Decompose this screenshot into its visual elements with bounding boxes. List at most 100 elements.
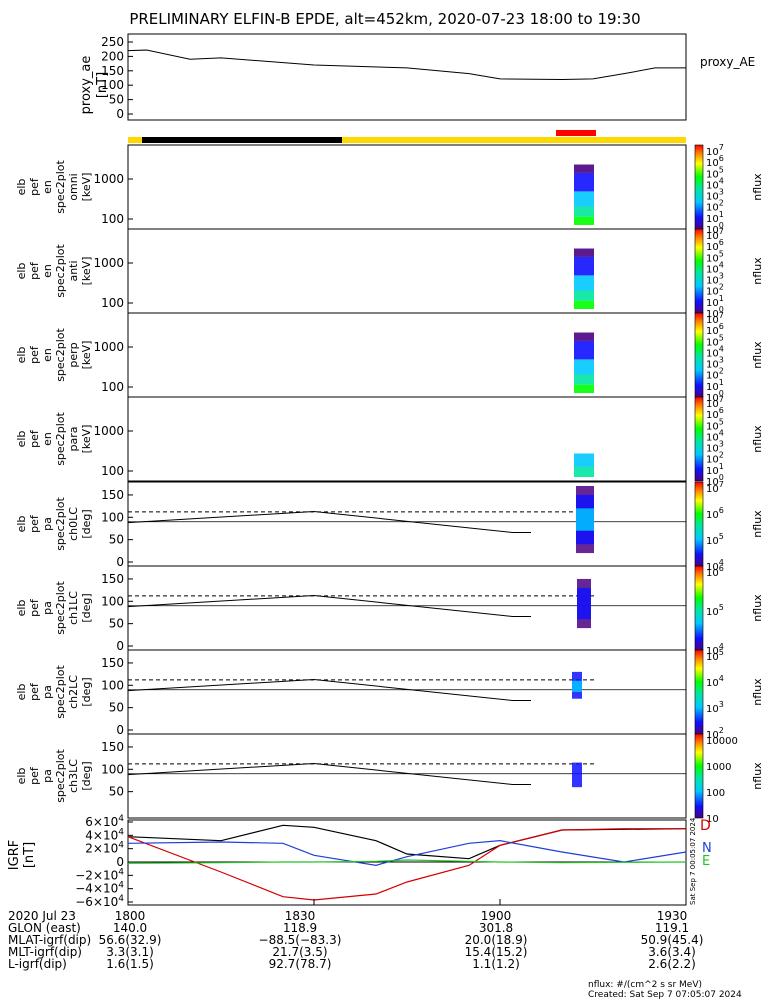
colorbar-tick-exponent: 5 [719,603,724,612]
pa-ylabel: ch1LC [67,591,80,625]
colorbar-tick-exponent: 2 [719,726,724,735]
igrf-ytick-label: −4×104 [75,881,124,896]
colorbar-tick-label: 1000 [706,762,731,773]
spec-ylabel: [keV] [80,425,93,454]
flux-patch [574,191,594,207]
footer-row-value: 21.7(3.5) [272,945,327,959]
pa-ylabel: elb [15,684,28,701]
footer-row-value: 15.4(15.2) [465,945,528,959]
colorbar-unit: nflux [751,257,764,285]
ytick-label: 100 [101,380,124,394]
plot-title: PRELIMINARY ELFIN-B EPDE, alt=452km, 202… [129,10,640,28]
spec-ylabel: spec2plot [54,160,67,214]
footer-row-value: 2.6(2.2) [648,957,696,971]
colorbar-gradient [694,312,704,398]
colorbar-unit: nflux [751,425,764,453]
colorbar-tick-exponent: 4 [719,344,724,353]
footer-row-label: GLON (east) [8,921,81,935]
colorbar-8: 10000 1000 100 10 nflux [694,733,764,825]
colorbar-tick-exponent: 7 [719,395,724,404]
colorbar-tick-label: 105 [706,603,724,618]
footer-row-value: 1900 [481,909,512,923]
eclipse-bar [142,137,342,143]
spec-ylabel: [keV] [80,173,93,202]
energy-spectrogram-panel-4: 1000 100 elb pef en spec2plot para [keV] [15,396,687,482]
igrf-ytick-exponent: 4 [118,841,124,851]
colorbar-tick-exponent: 6 [719,154,724,163]
colorbar-unit: nflux [751,594,764,622]
igrf-ytick-label: 2×104 [85,841,124,856]
colorbar-tick-exponent: 0 [719,305,724,314]
igrf-ytick-exponent: 4 [118,814,124,824]
colorbar-tick-exponent: 2 [719,199,724,208]
colorbar-tick-exponent: 5 [719,648,724,657]
footer-row-value: 92.7(78.7) [269,957,332,971]
pa-ylabel: ch0LC [67,507,80,541]
footer-row-value: 118.9 [283,921,317,935]
footer-row-label: L-igrf(dip) [8,957,67,971]
flux-patch [574,216,594,225]
colorbar-gradient [694,649,704,735]
pa-ylabel: pef [28,766,41,785]
colorbar-tick-exponent: 6 [719,238,724,247]
ytick-label: 100 [101,594,124,608]
igrf-stamp: Sat Sep 7 00:05:07 2024 [689,817,697,905]
ae-ytick-label: 0 [116,107,124,121]
footer-row-value: −88.5(−83.3) [259,933,342,947]
spec-ylabel: [keV] [80,341,93,370]
panel-frame [127,144,687,230]
spec-ylabel: en [41,348,54,362]
spec-ylabel: en [41,264,54,278]
spec-ylabel: spec2plot [54,328,67,382]
colorbar-tick-exponent: 3 [719,272,724,281]
colorbar-tick-exponent: 6 [719,406,724,415]
colorbar-tick-exponent: 2 [719,367,724,376]
footer-row-label: MLT-igrf(dip) [8,945,82,959]
ae-ylabel-2: [nT] [95,72,110,98]
spec-ylabel: elb [15,431,28,448]
igrf-ytick-label: −2×104 [75,867,124,882]
flux-patch [574,340,594,360]
pa-ylabel: ch3LC [67,759,80,793]
colorbar-tick-label: 10000 [706,736,738,747]
pa-ylabel: [deg] [80,677,93,706]
colorbar-tick-exponent: 7 [719,311,724,320]
colorbar-tick-exponent: 7 [719,480,724,489]
ytick-label: 1000 [93,256,124,270]
pitch-angle-panel-1: 150 100 50 0 elb pef pa spec2plot ch0LC [deg] [15,481,687,569]
colorbar-gradient [694,228,704,314]
colorbar-tick-exponent: 6 [719,564,724,573]
energy-spectrogram-panel-3: 1000 100 elb pef en spec2plot perp [keV] [15,312,687,398]
colorbar-tick-exponent: 0 [719,473,724,482]
igrf-legend-e: E [702,854,710,869]
ytick-label: 100 [101,762,124,776]
footer-row-value: 1.1(1.2) [472,957,520,971]
spec-ylabel: para [67,427,80,452]
panel-frame [127,481,687,567]
colorbar-tick-exponent: 4 [719,558,724,567]
pa-ylabel: pa [41,685,54,699]
panel-frame [127,649,687,735]
footer-row-value: 1830 [285,909,316,923]
colorbar-gradient [694,565,704,651]
igrf-ylabel-2: [nT] [22,842,37,868]
colorbar-tick-label: 103 [706,700,724,715]
pa-ylabel: spec2plot [54,665,67,719]
ytick-label: 150 [101,572,124,586]
footer-row-value: 1800 [115,909,146,923]
igrf-ytick-label: 6×104 [85,814,124,829]
ytick-label: 1000 [93,340,124,354]
footer-row-value: 119.1 [655,921,689,935]
pa-ylabel: elb [15,600,28,617]
colorbar-gradient [694,733,704,819]
ae-ylabel-1: proxy_ae [79,56,94,115]
colorbar-tick-exponent: 3 [719,356,724,365]
